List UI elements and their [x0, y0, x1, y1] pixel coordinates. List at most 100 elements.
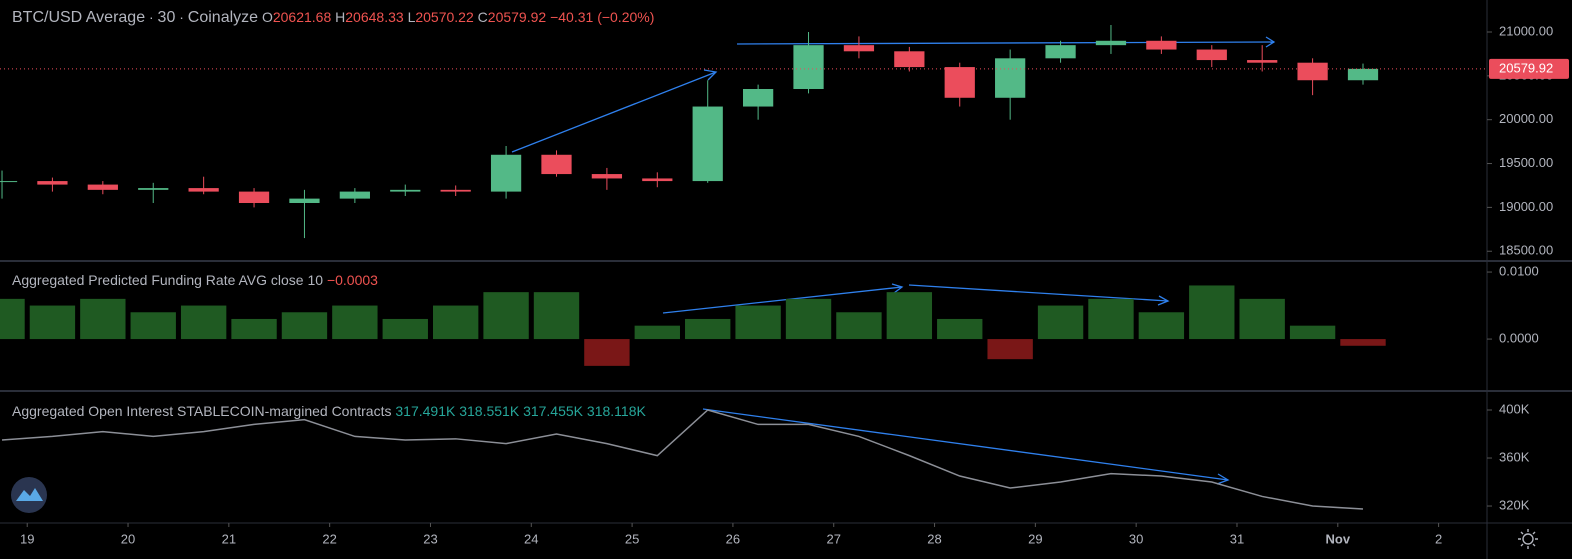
ohlc-value: 20621.68: [272, 9, 332, 25]
candle-body: [1347, 68, 1379, 81]
candle-body: [390, 189, 421, 192]
x-tick-label: 26: [726, 531, 740, 546]
symbol-title: BTC/USD Average: [12, 9, 146, 26]
histogram-bar: [29, 305, 76, 340]
price-legend: BTC/USD Average · 30 · Coinalyze O20621.…: [12, 9, 654, 27]
x-tick-label: 29: [1028, 531, 1042, 546]
x-tick-label: 30: [1129, 531, 1143, 546]
histogram-bar: [886, 292, 933, 340]
histogram-bar: [281, 312, 328, 340]
oi-value: 318.551K: [459, 403, 520, 419]
histogram-bar: [1037, 305, 1084, 340]
x-tick-label: 24: [524, 531, 538, 546]
histogram-bar: [836, 312, 882, 340]
interval: 30: [157, 9, 176, 26]
change: −40.31: [550, 9, 594, 25]
x-tick-label: 31: [1230, 531, 1244, 546]
candle-body: [188, 188, 219, 192]
candle-body: [1196, 49, 1227, 61]
x-tick-label: 20: [121, 531, 135, 546]
candle-body: [692, 106, 723, 182]
oi-value: 317.455K: [523, 403, 584, 419]
histogram-bar: [0, 298, 25, 340]
candle-body: [894, 51, 925, 68]
candle-body: [289, 198, 320, 204]
trend-line: [908, 284, 1169, 302]
x-tick-label: 2: [1435, 531, 1442, 546]
y-tick-label: 400K: [1499, 401, 1530, 416]
y-tick-label: 21000.00: [1499, 23, 1553, 38]
separator: ·: [148, 9, 158, 25]
histogram-bar: [1138, 312, 1185, 340]
indicator-values: 317.491K 318.551K 317.455K 318.118K: [395, 403, 645, 419]
histogram-bar: [130, 312, 176, 340]
histogram-bar: [735, 305, 781, 340]
y-tick-label: 19500.00: [1499, 155, 1553, 170]
histogram-bar: [382, 318, 428, 340]
histogram-bar: [1289, 325, 1336, 340]
y-tick-label: 19000.00: [1499, 199, 1553, 214]
ohlc-value: 20570.22: [415, 9, 474, 25]
y-tick-label: 0.0100: [1499, 263, 1539, 278]
y-tick-label: 320K: [1499, 497, 1530, 512]
candle-body: [793, 45, 824, 90]
trend-line: [662, 286, 903, 314]
histogram-bar: [533, 292, 580, 340]
y-tick-label: 360K: [1499, 449, 1530, 464]
arrow-head: [1157, 295, 1170, 306]
y-tick-label: 20000.00: [1499, 111, 1553, 126]
funding-legend: Aggregated Predicted Funding Rate AVG cl…: [12, 272, 378, 288]
candle-body: [944, 67, 975, 98]
change-percent: (−0.20%): [597, 9, 655, 25]
ohlc-values: O20621.68 H20648.33 L20570.22 C20579.92: [262, 9, 546, 25]
candle-body: [642, 178, 673, 182]
histogram-bar: [634, 325, 680, 340]
candle-body: [1146, 40, 1177, 50]
trend-lines: [511, 36, 1276, 485]
histogram-bar: [332, 305, 378, 340]
trend-line: [736, 41, 1275, 45]
x-tick-label: 19: [20, 531, 34, 546]
indicator-title: Aggregated Open Interest STABLECOIN-marg…: [12, 403, 392, 419]
candle-body: [1095, 40, 1127, 46]
candle-body: [490, 154, 522, 192]
candle-body: [238, 191, 270, 204]
histogram-bar: [432, 305, 479, 340]
source: Coinalyze: [187, 9, 259, 26]
histogram-bar: [685, 318, 731, 340]
x-tick-label: 28: [927, 531, 941, 546]
oi-legend: Aggregated Open Interest STABLECOIN-marg…: [12, 403, 646, 419]
x-tick-label: 23: [423, 531, 437, 546]
histogram-bar: [231, 318, 277, 340]
candle-body: [0, 181, 18, 183]
histogram-bar: [80, 298, 126, 340]
candle-body: [1247, 60, 1278, 63]
x-tick-label: 25: [625, 531, 639, 546]
last-price-badge: [1489, 58, 1569, 79]
candle-body: [138, 188, 169, 190]
candle-body: [541, 154, 572, 175]
ohlc-key: C: [477, 9, 488, 25]
histogram-bar: [483, 292, 529, 340]
y-tick-label: 18500.00: [1499, 243, 1553, 258]
arrow-head: [1216, 473, 1230, 485]
histogram-bar: [1239, 298, 1285, 340]
candle-body: [1045, 45, 1076, 59]
arrow-head: [703, 69, 718, 81]
candle-body: [440, 189, 471, 192]
histogram-bar: [1340, 339, 1386, 346]
oi-line: [1, 409, 1364, 510]
histogram-bar: [1088, 298, 1134, 340]
trend-line: [511, 71, 717, 153]
indicator-title: Aggregated Predicted Funding Rate AVG cl…: [12, 272, 324, 288]
oi-value: 318.118K: [586, 403, 646, 419]
ohlc-value: 20579.92: [487, 9, 547, 25]
candle-body: [591, 174, 623, 179]
ohlc-key: O: [261, 9, 273, 25]
settings-icon[interactable]: [1518, 529, 1538, 549]
x-tick-label: Nov: [1326, 531, 1351, 546]
candle-body: [742, 89, 774, 107]
logo: [11, 477, 47, 513]
candle-body: [1297, 62, 1328, 81]
